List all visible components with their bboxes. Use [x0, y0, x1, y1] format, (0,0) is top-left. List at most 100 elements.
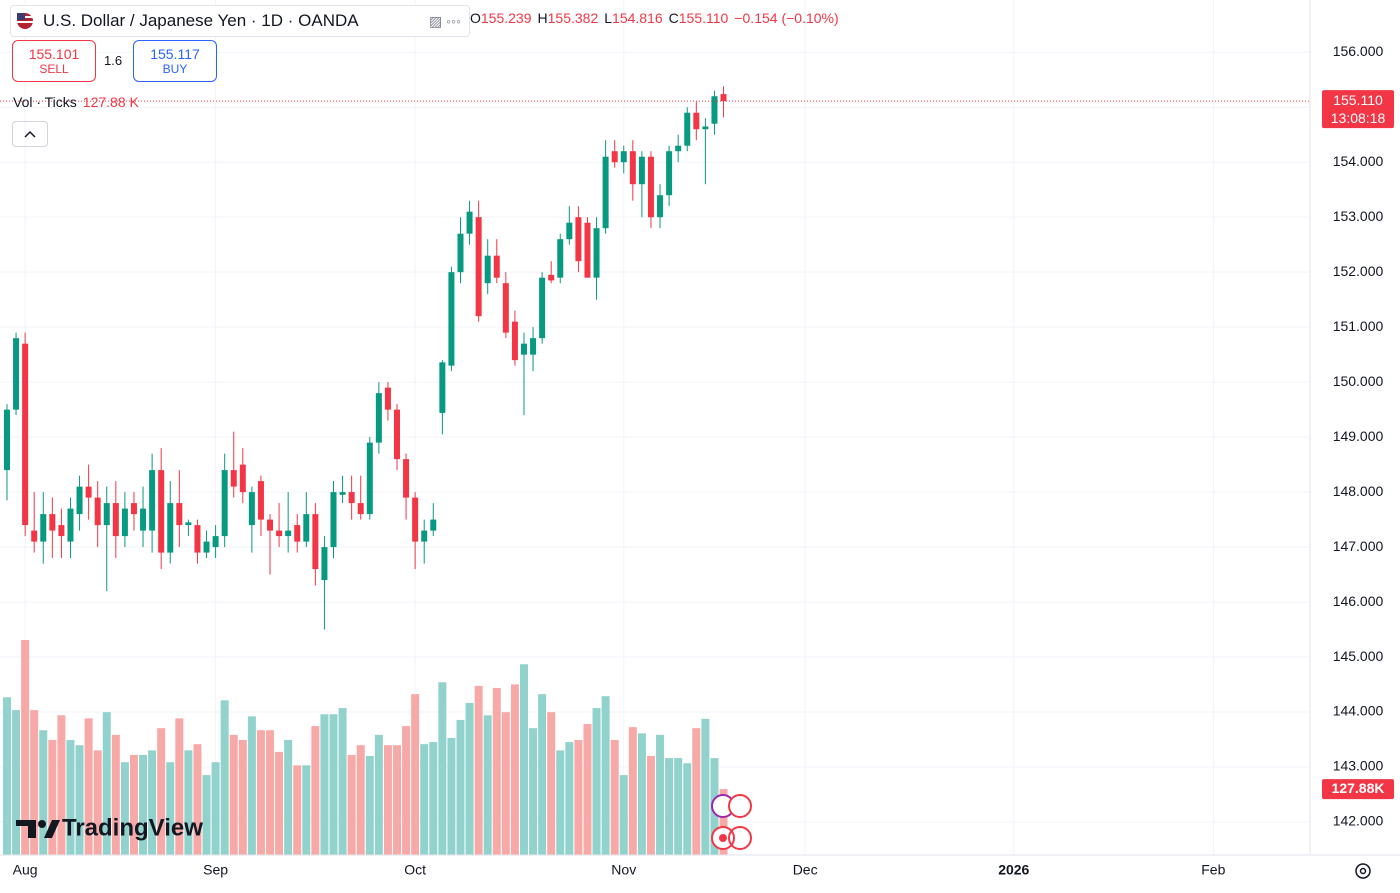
- candle-body: [711, 96, 718, 124]
- x-tick-label: Feb: [1201, 862, 1225, 878]
- candle-body: [457, 233, 464, 273]
- volume-bar: [57, 715, 66, 855]
- y-tick-label: 149.000: [1333, 428, 1384, 444]
- volume-bar: [166, 762, 175, 855]
- volume-bar: [193, 744, 202, 855]
- symbol-legend[interactable]: U.S. Dollar / Japanese Yen · 1D · OANDA …: [10, 5, 470, 37]
- candle-body: [611, 151, 618, 163]
- candle-body: [366, 442, 373, 515]
- candle-body: [375, 393, 382, 443]
- collapse-button[interactable]: [12, 121, 48, 147]
- volume-bar: [665, 758, 674, 855]
- volume-bar: [102, 712, 111, 855]
- y-tick-label: 143.000: [1333, 758, 1384, 774]
- volume-bar: [157, 728, 166, 855]
- ohlc-change: −0.154 (−0.10%): [734, 10, 839, 26]
- volume-bar: [501, 712, 510, 855]
- candle-body: [40, 514, 47, 542]
- candle-body: [140, 508, 147, 531]
- volume-bar: [338, 708, 347, 855]
- candle-body: [248, 492, 255, 526]
- ohlc-item: L154.816: [604, 10, 662, 26]
- candle-body: [430, 519, 437, 531]
- volume-bar: [574, 740, 583, 855]
- volume-bar: [48, 740, 57, 855]
- y-tick-label: 145.000: [1333, 648, 1384, 664]
- candle-body: [221, 470, 228, 537]
- x-tick-label: Sep: [203, 862, 228, 878]
- volume-bar: [175, 718, 184, 855]
- candle-body: [693, 112, 700, 130]
- buy-button[interactable]: 155.117 BUY: [133, 40, 217, 82]
- candle-body: [67, 508, 74, 542]
- x-tick-label: Oct: [404, 862, 426, 878]
- candle-body: [158, 470, 165, 553]
- volume-bar: [184, 750, 193, 855]
- candle-body: [384, 387, 391, 410]
- candle-body: [566, 222, 573, 240]
- candle-body: [720, 94, 727, 102]
- volume-bar: [474, 685, 483, 855]
- settings-icon[interactable]: [1355, 863, 1371, 879]
- sell-button[interactable]: 155.101 SELL: [12, 40, 96, 82]
- candle-body: [130, 503, 137, 515]
- buy-label: BUY: [162, 62, 188, 76]
- volume-bar: [538, 694, 547, 855]
- candle-body: [548, 274, 555, 281]
- volume-legend-value: 127.88 K: [82, 94, 139, 110]
- ohlc-value: 155.239: [480, 10, 532, 26]
- volume-bar: [492, 687, 501, 855]
- candle-body: [629, 151, 636, 185]
- volume-bar: [465, 702, 474, 855]
- y-tick-label: 152.000: [1333, 263, 1384, 279]
- volume-bar: [592, 708, 601, 855]
- volume-bar: [120, 762, 129, 855]
- buy-price: 155.117: [150, 46, 200, 62]
- last-volume-box: [1322, 779, 1394, 800]
- candle-body: [103, 503, 110, 526]
- candle-body: [439, 362, 446, 413]
- y-tick-label: 147.000: [1333, 538, 1384, 554]
- volume-bar: [211, 762, 220, 855]
- candle-body: [203, 541, 210, 553]
- volume-bar: [383, 745, 392, 855]
- candle-body: [3, 409, 10, 471]
- candle-body: [49, 514, 56, 531]
- volume-bar: [75, 745, 84, 855]
- y-tick-label: 148.000: [1333, 483, 1384, 499]
- candle-body: [357, 503, 364, 515]
- candle-body: [185, 522, 192, 526]
- candle-body: [76, 486, 83, 515]
- ohlc-value: 155.382: [547, 10, 599, 26]
- volume-legend: Vol · Ticks 127.88 K: [13, 94, 139, 110]
- event-icons: [711, 794, 752, 850]
- candle-body: [339, 492, 346, 495]
- volume-bar: [256, 730, 265, 855]
- candle-body: [85, 486, 92, 498]
- y-tick-label: 154.000: [1333, 153, 1384, 169]
- candle-body: [675, 145, 682, 152]
- candle-body: [348, 492, 355, 504]
- ohlc-item: H155.382: [538, 10, 599, 26]
- volume-bar: [275, 751, 284, 855]
- ohlc-key: H: [537, 10, 548, 26]
- sell-price: 155.101: [28, 46, 80, 62]
- volume-bar: [302, 765, 311, 855]
- volume-bar: [456, 719, 465, 855]
- candle-body: [149, 470, 156, 531]
- sell-label: SELL: [39, 62, 69, 76]
- volume-bar: [12, 710, 21, 855]
- candle-body: [620, 151, 627, 163]
- candle-body: [22, 343, 29, 526]
- volume-bar: [719, 789, 728, 855]
- volume-legend-label: Vol · Ticks: [13, 94, 77, 110]
- candle-body: [475, 217, 482, 317]
- ohlc-key: C: [668, 10, 679, 26]
- volume-bar: [447, 737, 456, 855]
- volume-bar: [646, 756, 655, 855]
- ohlc-legend: O155.239 H155.382 L154.816 C155.110 −0.154 (…: [470, 10, 839, 26]
- volume-bar: [701, 718, 710, 855]
- volume-bar: [148, 750, 157, 855]
